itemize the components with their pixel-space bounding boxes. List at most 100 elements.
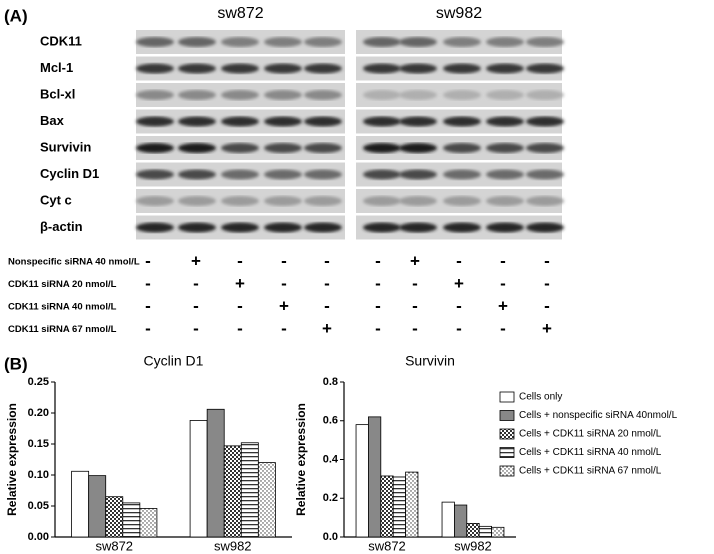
- band: [304, 116, 342, 127]
- protein-label: CDK11: [40, 33, 82, 48]
- bar: [240, 442, 259, 538]
- band: [363, 143, 401, 153]
- sign: -: [412, 274, 418, 293]
- sign: -: [544, 296, 550, 315]
- band: [136, 37, 174, 47]
- x-tick-label: sw872: [95, 538, 133, 553]
- band: [178, 90, 216, 100]
- band: [136, 116, 174, 127]
- bar: [71, 470, 90, 538]
- bar: [478, 525, 492, 538]
- band: [526, 196, 564, 206]
- band: [136, 222, 174, 233]
- band: [136, 196, 174, 206]
- sign: +: [410, 251, 420, 270]
- band: [526, 169, 564, 180]
- sign: -: [145, 274, 151, 293]
- legend-label: Cells only: [519, 392, 562, 403]
- cell-line: sw872: [217, 5, 263, 22]
- blots: sw872 sw982 CDK11 Mcl-1 Bcl-xl Bax Survivin Cyc…: [8, 5, 564, 338]
- band: [363, 90, 401, 100]
- sign: -: [412, 296, 418, 315]
- bar: [454, 504, 468, 538]
- y-tick-label: 0.6: [323, 415, 338, 427]
- sign: -: [456, 296, 462, 315]
- band: [363, 222, 401, 233]
- band: [443, 116, 481, 127]
- panel-label: (B): [4, 354, 28, 373]
- bar: [491, 526, 505, 538]
- sign: -: [412, 319, 418, 338]
- band: [304, 63, 342, 74]
- bar: [206, 408, 225, 538]
- band: [221, 222, 259, 233]
- legend-swatch: [499, 465, 515, 477]
- panel-label: (A): [4, 6, 28, 25]
- y-tick-label: 0.2: [323, 492, 338, 504]
- sign: -: [456, 319, 462, 338]
- band: [221, 169, 259, 180]
- band: [221, 90, 259, 100]
- sign: -: [375, 319, 381, 338]
- bar: [441, 501, 455, 538]
- band: [363, 37, 401, 47]
- band: [486, 90, 524, 100]
- band: [486, 196, 524, 206]
- chart-title: Survivin: [405, 353, 455, 369]
- sign: -: [456, 251, 462, 270]
- sign: +: [542, 319, 552, 338]
- band: [399, 222, 437, 233]
- sign: -: [375, 274, 381, 293]
- sign: -: [237, 319, 243, 338]
- legend-swatch: [499, 410, 515, 421]
- band: [304, 90, 342, 100]
- sign: -: [375, 251, 381, 270]
- sign: -: [237, 251, 243, 270]
- protein-label: Cyclin D1: [40, 166, 99, 181]
- sign: +: [454, 274, 464, 293]
- legend-swatch: [499, 391, 515, 403]
- bar: [466, 523, 480, 538]
- band: [264, 169, 302, 180]
- sign: -: [544, 274, 550, 293]
- bar: [223, 445, 242, 538]
- band: [304, 222, 342, 233]
- band: [221, 143, 259, 153]
- band: [264, 143, 302, 153]
- sign: -: [500, 251, 506, 270]
- legend-swatch: [499, 428, 515, 440]
- bar: [139, 508, 158, 538]
- bar: [257, 462, 276, 538]
- legend-swatch: [499, 447, 515, 458]
- band: [486, 63, 524, 74]
- band: [526, 90, 564, 100]
- y-tick-label: 0.0: [323, 531, 338, 543]
- bar: [368, 416, 382, 538]
- band: [221, 63, 259, 74]
- band: [136, 143, 174, 153]
- condition-label: Nonspecific siRNA 40 nmol/L: [8, 257, 140, 268]
- protein-label: Survivin: [40, 139, 91, 154]
- legend-label: Cells + CDK11 siRNA 20 nmol/L: [519, 429, 662, 440]
- x-tick-label: sw982: [454, 538, 492, 553]
- band: [178, 143, 216, 153]
- sign: -: [193, 296, 199, 315]
- y-tick-label: 0.15: [28, 438, 49, 450]
- protein-label: Bax: [40, 113, 65, 128]
- bar: [380, 475, 394, 538]
- band: [526, 143, 564, 153]
- band: [363, 116, 401, 127]
- band: [221, 37, 259, 47]
- bar: [392, 476, 406, 538]
- y-tick-label: 0.10: [28, 469, 49, 481]
- protein-label: Mcl-1: [40, 60, 73, 75]
- condition-label: CDK11 siRNA 67 nmol/L: [8, 324, 117, 335]
- legend-label: Cells + CDK11 siRNA 40 nmol/L: [519, 447, 662, 458]
- band: [399, 63, 437, 74]
- band: [399, 116, 437, 127]
- sign: -: [324, 251, 330, 270]
- band: [526, 37, 564, 47]
- band: [526, 222, 564, 233]
- band: [264, 90, 302, 100]
- band: [443, 169, 481, 180]
